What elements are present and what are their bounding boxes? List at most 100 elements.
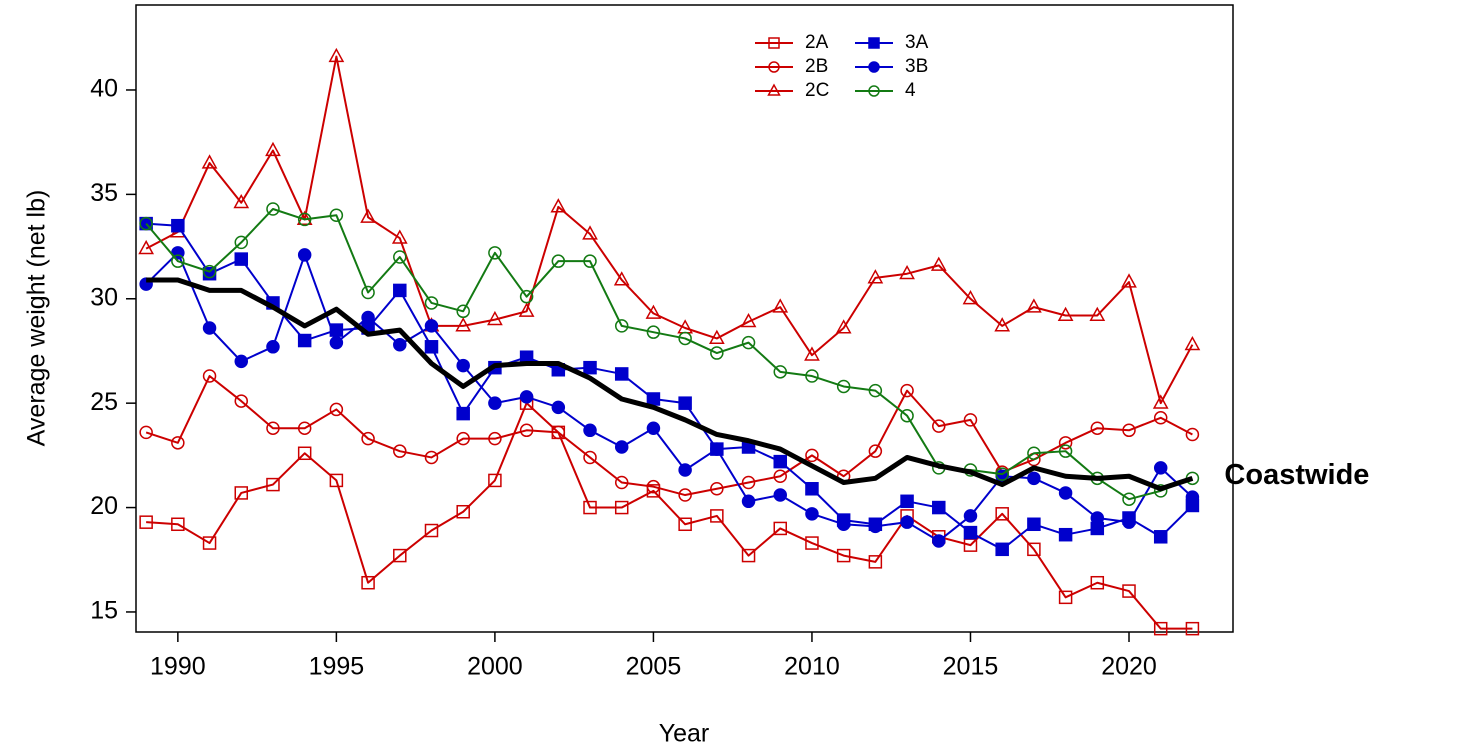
legend-marker <box>868 61 880 73</box>
marker <box>710 482 724 496</box>
marker <box>868 519 883 534</box>
y-tick-label: 30 <box>90 283 118 311</box>
marker <box>488 431 502 446</box>
marker <box>932 534 946 548</box>
marker <box>266 202 280 216</box>
y-tick-label: 15 <box>90 597 118 625</box>
legend-marker <box>768 61 780 73</box>
marker <box>1058 527 1073 542</box>
marker <box>773 365 787 379</box>
marker <box>614 500 629 515</box>
marker <box>297 421 312 435</box>
marker <box>297 333 312 348</box>
marker <box>646 392 661 406</box>
marker <box>995 467 1009 481</box>
marker <box>1090 511 1105 525</box>
marker <box>171 254 185 268</box>
y-tick-label: 35 <box>90 179 118 207</box>
marker <box>646 325 661 339</box>
legend-marker <box>768 37 780 49</box>
marker <box>1185 427 1200 442</box>
marker <box>519 390 534 404</box>
marker <box>202 369 217 383</box>
marker <box>361 310 375 325</box>
marker <box>519 423 534 438</box>
y-tick-label: 20 <box>90 492 118 520</box>
legend-marker <box>868 37 880 49</box>
marker <box>900 515 914 529</box>
marker <box>234 252 249 266</box>
marker <box>646 484 661 498</box>
marker <box>583 450 597 465</box>
legend-label: 2B <box>805 56 828 77</box>
marker <box>139 515 153 529</box>
marker <box>487 310 503 326</box>
marker <box>710 346 724 360</box>
marker <box>391 229 408 244</box>
marker <box>234 486 249 500</box>
marker <box>1057 306 1074 322</box>
legend-marker <box>868 85 880 97</box>
marker <box>900 383 914 398</box>
marker <box>741 335 756 350</box>
marker <box>456 358 470 373</box>
x-tick-label: 2020 <box>1101 653 1157 681</box>
marker <box>995 542 1009 557</box>
marker <box>424 523 439 538</box>
marker <box>139 216 153 231</box>
marker <box>1026 298 1042 313</box>
marker <box>868 555 883 569</box>
marker <box>963 413 978 427</box>
marker <box>234 235 249 250</box>
marker <box>1090 575 1105 590</box>
marker <box>1185 621 1200 636</box>
marker <box>710 442 724 456</box>
series-label: Coastwide <box>1224 459 1369 491</box>
marker <box>773 469 787 483</box>
marker <box>867 269 884 284</box>
marker <box>393 283 407 298</box>
marker <box>329 473 344 488</box>
marker <box>900 408 914 423</box>
marker <box>139 425 153 440</box>
marker <box>868 444 883 458</box>
x-axis-label: Year <box>659 720 710 748</box>
x-tick-label: 2010 <box>784 653 840 681</box>
marker <box>930 256 947 271</box>
marker <box>1058 590 1073 605</box>
marker <box>583 360 597 375</box>
marker <box>963 509 978 523</box>
marker <box>645 304 662 319</box>
marker <box>1122 584 1136 598</box>
marker <box>995 507 1009 521</box>
marker <box>583 254 597 268</box>
marker <box>1121 273 1137 288</box>
marker <box>456 406 470 421</box>
x-tick-label: 2000 <box>467 653 523 681</box>
marker <box>1122 423 1136 438</box>
series-line <box>145 251 1194 542</box>
marker <box>708 329 725 344</box>
marker <box>361 431 375 446</box>
marker <box>488 473 502 488</box>
marker <box>1184 335 1201 351</box>
marker <box>678 463 692 477</box>
marker <box>266 477 280 492</box>
marker <box>710 509 724 523</box>
marker <box>740 312 757 328</box>
marker <box>805 507 819 521</box>
marker <box>488 246 502 260</box>
marker <box>1027 446 1041 461</box>
marker <box>614 319 629 333</box>
y-axis-label: Average weight (net lb) <box>23 190 51 447</box>
marker <box>932 500 946 515</box>
marker <box>868 383 883 398</box>
series-line <box>145 375 1193 497</box>
series-line <box>146 222 1194 551</box>
x-tick-label: 2005 <box>626 653 682 681</box>
marker <box>1058 436 1073 450</box>
marker <box>201 154 218 169</box>
marker <box>678 517 692 532</box>
marker <box>1122 492 1136 506</box>
